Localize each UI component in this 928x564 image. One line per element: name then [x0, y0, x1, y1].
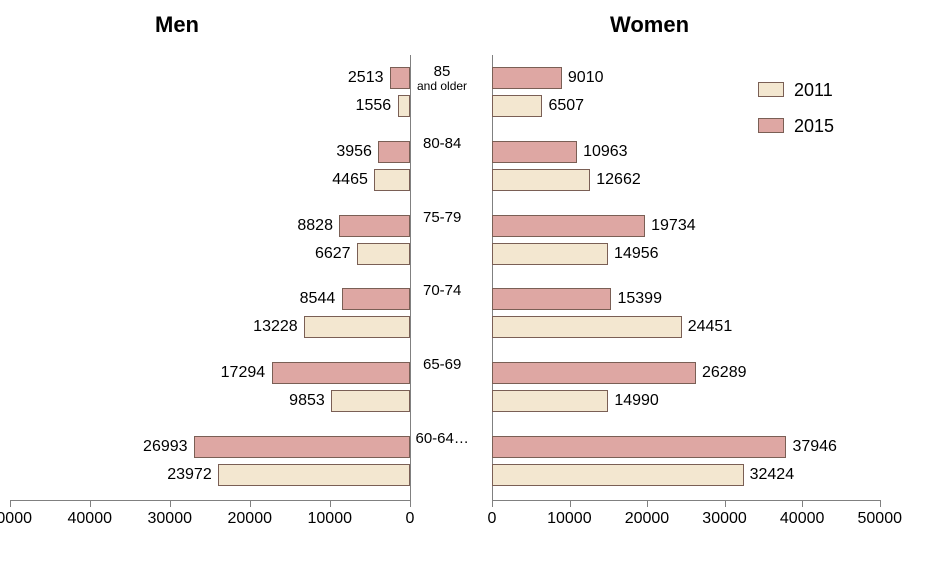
- bar-men-2015: [390, 67, 410, 89]
- tick-left: [250, 500, 251, 507]
- category-label: 70-74: [423, 282, 461, 299]
- value-label-women-2015: 26289: [702, 364, 747, 382]
- category-label: 80-84: [423, 135, 461, 152]
- value-label-men-2011: 4465: [332, 171, 368, 189]
- tick-right: [647, 500, 648, 507]
- tick-label-left: 0: [406, 510, 415, 528]
- bar-men-2011: [218, 464, 410, 486]
- bar-men-2015: [194, 436, 410, 458]
- value-label-men-2011: 13228: [253, 318, 298, 336]
- value-label-women-2015: 9010: [568, 69, 604, 87]
- bar-women-2015: [492, 141, 577, 163]
- tick-label-left: 20000: [228, 510, 273, 528]
- value-label-men-2011: 6627: [315, 245, 351, 263]
- tick-left: [170, 500, 171, 507]
- value-label-women-2011: 14956: [614, 245, 659, 263]
- value-label-men-2011: 23972: [167, 466, 212, 484]
- x-axis-left: [10, 500, 410, 501]
- value-label-women-2015: 19734: [651, 217, 696, 235]
- tick-label-left: 10000: [308, 510, 353, 528]
- tick-left: [330, 500, 331, 507]
- value-label-men-2015: 26993: [143, 438, 188, 456]
- tick-right: [492, 500, 493, 507]
- legend-label-2015: 2015: [794, 116, 834, 137]
- tick-right: [570, 500, 571, 507]
- bar-women-2011: [492, 390, 608, 412]
- bar-men-2011: [374, 169, 410, 191]
- tick-label-right: 50000: [858, 510, 903, 528]
- bar-women-2011: [492, 243, 608, 265]
- category-label: 65-69: [423, 356, 461, 373]
- tick-label-right: 30000: [702, 510, 747, 528]
- value-label-women-2011: 14990: [614, 392, 659, 410]
- tick-left: [410, 500, 411, 507]
- bar-women-2015: [492, 288, 611, 310]
- tick-right: [880, 500, 881, 507]
- bar-women-2011: [492, 169, 590, 191]
- bar-women-2011: [492, 95, 542, 117]
- value-label-men-2015: 8544: [300, 290, 336, 308]
- bar-men-2015: [378, 141, 410, 163]
- bar-women-2015: [492, 362, 696, 384]
- value-label-men-2015: 17294: [221, 364, 266, 382]
- value-label-men-2011: 1556: [356, 97, 392, 115]
- bar-women-2015: [492, 67, 562, 89]
- value-label-men-2015: 8828: [297, 217, 333, 235]
- tick-label-right: 10000: [547, 510, 592, 528]
- bar-men-2015: [272, 362, 410, 384]
- y-axis-right: [492, 55, 493, 500]
- x-axis-right: [492, 500, 880, 501]
- value-label-women-2015: 15399: [617, 290, 662, 308]
- bar-women-2015: [492, 436, 786, 458]
- y-axis-left: [410, 55, 411, 500]
- tick-left: [10, 500, 11, 507]
- bar-women-2015: [492, 215, 645, 237]
- value-label-women-2015: 37946: [792, 438, 837, 456]
- value-label-men-2015: 3956: [336, 143, 372, 161]
- legend-swatch-2015: [758, 118, 784, 133]
- panel-title-women: Women: [610, 12, 689, 38]
- tick-label-right: 40000: [780, 510, 825, 528]
- value-label-men-2015: 2513: [348, 69, 384, 87]
- tick-label-right: 20000: [625, 510, 670, 528]
- tick-label-left: 40000: [68, 510, 113, 528]
- panel-title-men: Men: [155, 12, 199, 38]
- tick-label-left: 30000: [148, 510, 193, 528]
- value-label-women-2011: 32424: [750, 466, 795, 484]
- population-pyramid-chart: Men Women 2011 2015 50000 40000 30000 20000 1000…: [0, 0, 928, 564]
- bar-men-2015: [339, 215, 410, 237]
- value-label-women-2011: 24451: [688, 318, 733, 336]
- category-label: 85and older: [417, 63, 467, 94]
- value-label-women-2011: 12662: [596, 171, 641, 189]
- bar-women-2011: [492, 464, 744, 486]
- tick-label-right: 0: [488, 510, 497, 528]
- bar-women-2011: [492, 316, 682, 338]
- legend-label-2011: 2011: [794, 80, 833, 101]
- tick-label-left: 50000: [0, 510, 32, 528]
- tick-left: [90, 500, 91, 507]
- value-label-women-2011: 6507: [548, 97, 584, 115]
- bar-men-2011: [331, 390, 410, 412]
- tick-right: [802, 500, 803, 507]
- bar-men-2011: [304, 316, 410, 338]
- tick-right: [725, 500, 726, 507]
- value-label-men-2011: 9853: [289, 392, 325, 410]
- category-label: 60-64…: [416, 430, 469, 447]
- legend-swatch-2011: [758, 82, 784, 97]
- value-label-women-2015: 10963: [583, 143, 628, 161]
- category-label: 75-79: [423, 209, 461, 226]
- bar-men-2011: [357, 243, 410, 265]
- bar-men-2015: [342, 288, 410, 310]
- bar-men-2011: [398, 95, 410, 117]
